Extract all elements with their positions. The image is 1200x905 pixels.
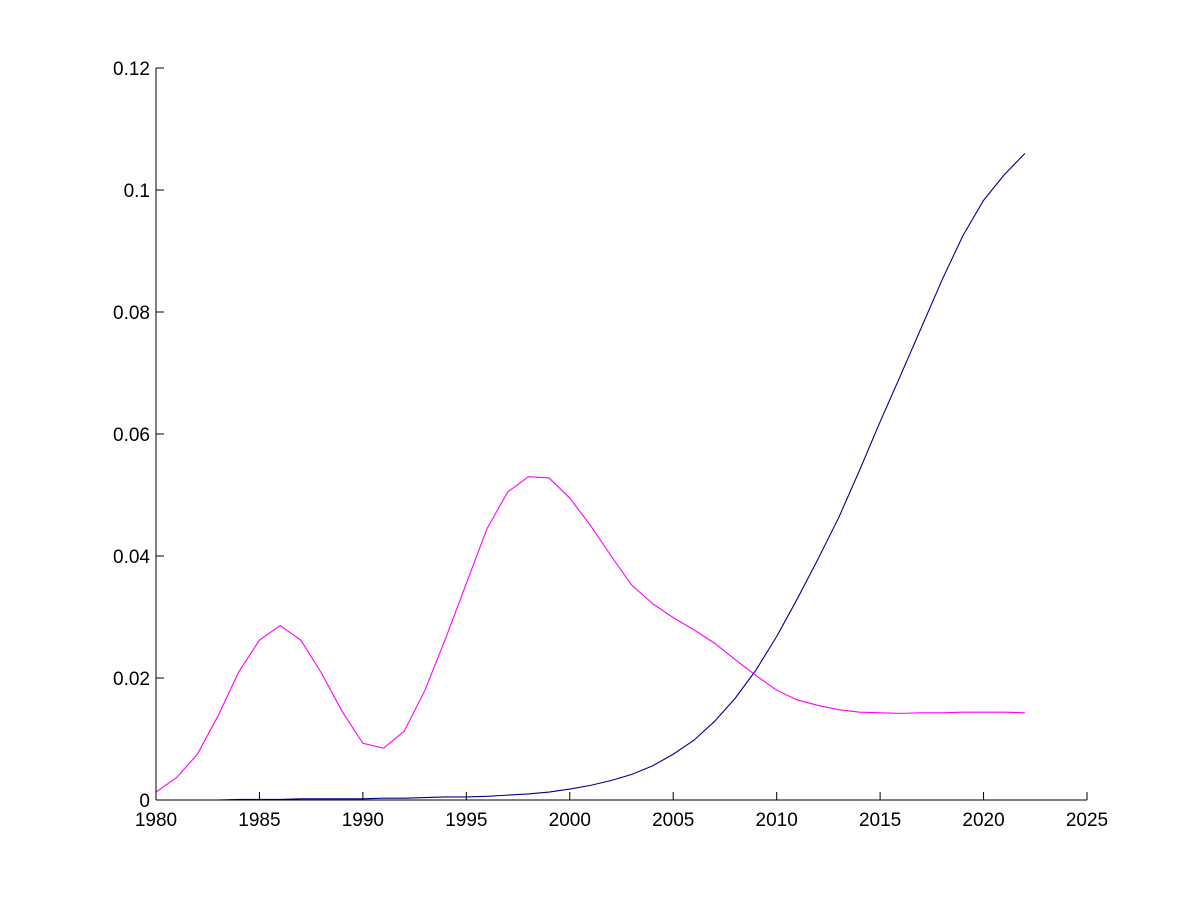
series-line-2 [156,153,1026,801]
x-tick-label: 2020 [962,810,1004,831]
y-tick-label: 0.08 [113,303,150,324]
y-tick-label: 0.12 [113,59,150,80]
axes-layer: 1980 1985 1990 1995 2000 2005 2010 2015 2020 2025… [113,59,1108,831]
x-tick-label: 1995 [445,810,487,831]
x-tick-label: 1990 [342,810,384,831]
x-tick-label: 2015 [859,810,901,831]
series-line-1 [155,476,1025,793]
y-tick-label: 0.1 [124,181,150,202]
x-tick-label: 1985 [238,810,280,831]
y-tick-label: 0.06 [113,425,150,446]
x-tick-label: 2005 [652,810,694,831]
y-tick-label: 0.04 [113,547,150,568]
y-tick-label: 0 [139,791,150,812]
x-tick-label: 2000 [549,810,591,831]
x-tick-label: 2025 [1066,810,1108,831]
y-tick-label: 0.02 [113,669,150,690]
series-layer [155,153,1026,801]
x-tick-label: 2010 [756,810,798,831]
x-tick-label: 1980 [135,810,177,831]
